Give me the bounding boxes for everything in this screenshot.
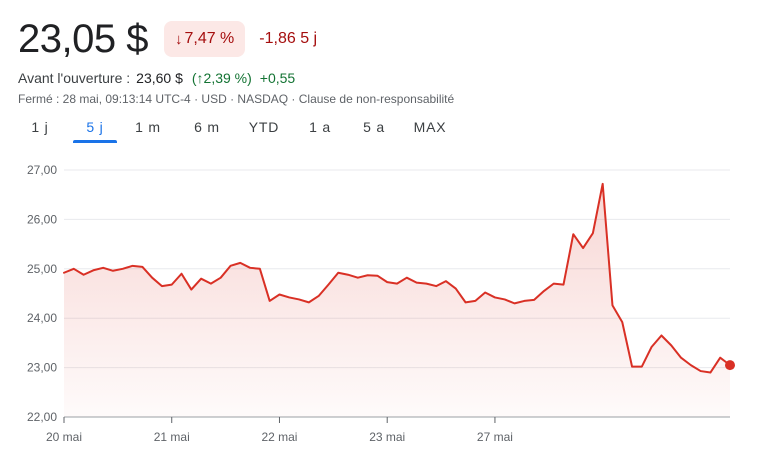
y-tick-label: 27,00: [27, 163, 57, 177]
x-tick-label: 23 mai: [369, 430, 405, 444]
tab-ytd[interactable]: YTD: [248, 119, 280, 135]
tab-5-days[interactable]: 5 j: [73, 117, 117, 143]
tab-5-years[interactable]: 5 a: [363, 119, 385, 135]
tab-1-year[interactable]: 1 a: [309, 119, 331, 135]
market-meta: Fermé : 28 mai, 09:13:14 UTC-4 · USD · N…: [18, 92, 455, 106]
tab-1-month[interactable]: 1 m: [135, 119, 161, 135]
change-percent: 7,47 %: [184, 30, 235, 47]
y-tick-label: 25,00: [27, 262, 57, 276]
price-area: [64, 183, 730, 417]
premarket-change: +0,55: [259, 70, 296, 86]
y-axis: 22,00 23,00 24,00 25,00 26,00 27,00: [27, 163, 57, 424]
premarket-price: 23,60 $: [136, 70, 183, 86]
change-absolute: -1,86 5 j: [259, 30, 318, 47]
x-tick-label: 21 mai: [154, 430, 190, 444]
premarket-label: Avant l'ouverture :: [18, 70, 131, 86]
price-line: [63, 182, 731, 374]
y-tick-label: 23,00: [27, 361, 57, 375]
price-row: 23,05 $ ↓ 7,47 % -1,86 5 j: [18, 14, 767, 64]
y-tick-label: 22,00: [27, 410, 57, 424]
premarket-percent: (↑2,39 %): [191, 70, 252, 86]
y-tick-label: 24,00: [27, 311, 57, 325]
last-price-dot: [725, 360, 735, 371]
x-tick-label: 27 mai: [477, 430, 513, 444]
premarket-row: Avant l'ouverture : 23,60 $ (↑2,39 %) +0…: [18, 70, 767, 86]
x-tick-label: 22 mai: [261, 430, 297, 444]
x-axis: 20 mai 21 mai 22 mai 23 mai 27 mai: [46, 417, 513, 444]
change-percent-badge: ↓ 7,47 %: [163, 21, 246, 57]
tab-6-months[interactable]: 6 m: [194, 119, 220, 135]
arrow-down-icon: ↓: [174, 30, 183, 48]
range-tabs: 1 j 5 j 1 m 6 m YTD 1 a 5 a MAX: [22, 117, 450, 143]
price-chart[interactable]: 22,00 23,00 24,00 25,00 26,00 27,00 20 mai 21 …: [0, 150, 777, 454]
tab-max[interactable]: MAX: [413, 119, 447, 135]
x-tick-label: 20 mai: [46, 430, 82, 444]
current-price: 23,05 $: [18, 17, 148, 61]
tab-1-day[interactable]: 1 j: [31, 119, 49, 135]
quote-header: 23,05 $ ↓ 7,47 % -1,86 5 j Avant l'ouver…: [18, 14, 767, 106]
y-tick-label: 26,00: [27, 212, 57, 226]
